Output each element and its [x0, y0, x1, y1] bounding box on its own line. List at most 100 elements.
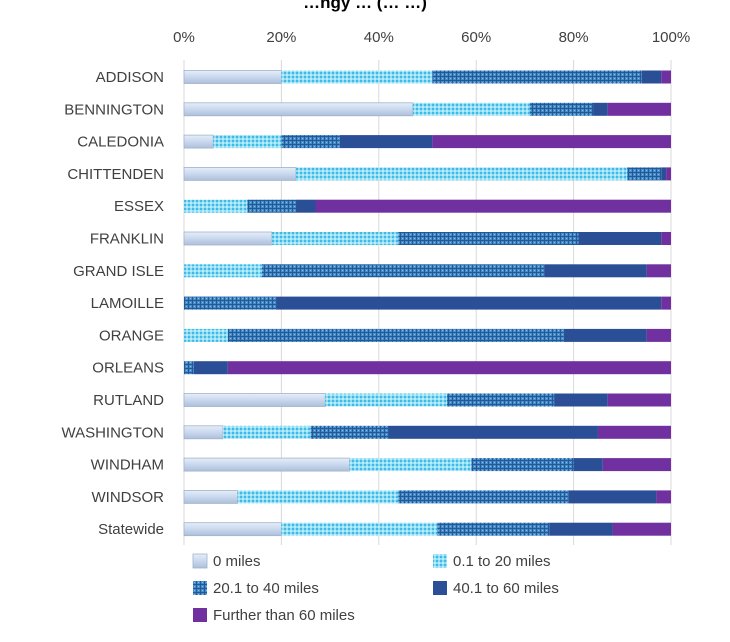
- bar-segment-essex-40-1-to-60-miles: [296, 199, 316, 213]
- bar-segment-chittenden-0-miles: [183, 166, 297, 181]
- bar-segment-bennington-0-miles: [183, 102, 414, 117]
- bar-segment-windham-20-1-to-40-miles: [471, 458, 574, 472]
- bar-segment-caledonia-further-than-60-miles: [432, 135, 671, 149]
- bar-segment-statewide-0-1-to-20-miles: [281, 522, 438, 536]
- bar-segment-grand-isle-0-1-to-20-miles: [184, 264, 262, 278]
- x-tick-label: 40%: [364, 29, 394, 46]
- bar-segment-grand-isle-20-1-to-40-miles: [261, 264, 545, 278]
- bar-segment-bennington-40-1-to-60-miles: [593, 102, 608, 116]
- category-label-rutland: RUTLAND: [93, 392, 164, 409]
- legend-swatch: [433, 581, 447, 595]
- chart-title: …ngy … (… …): [303, 0, 427, 12]
- category-label-franklin: FRANKLIN: [90, 231, 164, 248]
- bar-segment-grand-isle-further-than-60-miles: [646, 264, 671, 278]
- x-tick-label: 100%: [652, 29, 690, 46]
- bar-segment-caledonia-20-1-to-40-miles: [281, 135, 340, 149]
- bar-segment-essex-0-1-to-20-miles: [184, 199, 248, 213]
- bar-segment-rutland-40-1-to-60-miles: [554, 393, 608, 407]
- bar-segment-statewide-further-than-60-miles: [612, 522, 671, 536]
- bar-segment-orange-20-1-to-40-miles: [227, 328, 564, 342]
- bar-segment-caledonia-40-1-to-60-miles: [339, 135, 433, 149]
- x-tick-label: 80%: [559, 29, 589, 46]
- bar-segment-bennington-further-than-60-miles: [607, 102, 671, 116]
- legend-item-further-than-60-miles: Further than 60 miles: [193, 607, 355, 624]
- bar-segment-rutland-further-than-60-miles: [607, 393, 671, 407]
- category-label-essex: ESSEX: [114, 198, 164, 215]
- bar-segment-orleans-40-1-to-60-miles: [193, 361, 228, 375]
- bar-segment-essex-further-than-60-miles: [315, 199, 671, 213]
- bar-segment-addison-0-miles: [183, 70, 282, 84]
- category-label-addison: ADDISON: [96, 69, 164, 86]
- category-label-caledonia: CALEDONIA: [77, 134, 164, 151]
- bar-segment-addison-further-than-60-miles: [661, 70, 671, 84]
- legend-label: 0 miles: [213, 553, 261, 570]
- bar-segment-washington-0-1-to-20-miles: [222, 425, 311, 439]
- bar-segment-statewide-20-1-to-40-miles: [437, 522, 550, 536]
- category-label-windsor: WINDSOR: [92, 489, 165, 506]
- legend-item-0-miles: 0 miles: [192, 553, 261, 570]
- bar-segment-essex-20-1-to-40-miles: [247, 199, 297, 213]
- category-label-orleans: ORLEANS: [92, 360, 164, 377]
- x-tick-label: 60%: [461, 29, 491, 46]
- bar-segment-windham-40-1-to-60-miles: [573, 458, 603, 472]
- bar-segment-windsor-20-1-to-40-miles: [398, 490, 569, 504]
- legend-item-40-1-to-60-miles: 40.1 to 60 miles: [433, 580, 559, 597]
- bar-segment-franklin-further-than-60-miles: [661, 232, 671, 245]
- bar-segment-lamoille-40-1-to-60-miles: [276, 296, 662, 310]
- legend-swatch: [433, 554, 447, 568]
- bar-segment-orange-40-1-to-60-miles: [563, 328, 647, 342]
- bar-segment-franklin-0-miles: [183, 231, 273, 246]
- bar-segment-grand-isle-40-1-to-60-miles: [544, 264, 647, 278]
- bar-segment-chittenden-40-1-to-60-miles: [661, 167, 667, 181]
- category-label-statewide: Statewide: [98, 521, 164, 538]
- bar-segment-chittenden-0-1-to-20-miles: [296, 167, 628, 181]
- category-label-chittenden: CHITTENDEN: [67, 166, 164, 183]
- category-label-washington: WASHINGTON: [61, 424, 164, 441]
- bar-segment-windham-further-than-60-miles: [602, 458, 671, 472]
- bar-segment-windsor-further-than-60-miles: [656, 490, 671, 504]
- legend-swatch: [193, 608, 207, 622]
- legend-item-20-1-to-40-miles: 20.1 to 40 miles: [193, 580, 319, 597]
- category-label-lamoille: LAMOILLE: [91, 295, 164, 312]
- bar-segment-addison-20-1-to-40-miles: [432, 70, 642, 84]
- bar-segment-bennington-0-1-to-20-miles: [412, 102, 530, 116]
- x-tick-label: 20%: [266, 29, 296, 46]
- bar-segment-addison-0-1-to-20-miles: [281, 70, 433, 84]
- bar-segment-franklin-20-1-to-40-miles: [398, 232, 579, 245]
- bar-segment-rutland-0-miles: [183, 393, 326, 407]
- bar-segment-franklin-40-1-to-60-miles: [578, 232, 662, 245]
- bar-segment-washington-20-1-to-40-miles: [310, 425, 389, 439]
- category-label-windham: WINDHAM: [91, 457, 164, 474]
- legend-swatch: [193, 581, 207, 595]
- bar-segment-franklin-0-1-to-20-miles: [271, 232, 399, 245]
- bar-segment-orleans-20-1-to-40-miles: [184, 361, 194, 375]
- bar-segment-rutland-20-1-to-40-miles: [446, 393, 555, 407]
- category-label-grand-isle: GRAND ISLE: [73, 263, 164, 280]
- bar-segment-lamoille-20-1-to-40-miles: [184, 296, 277, 310]
- bar-segment-caledonia-0-miles: [183, 134, 214, 149]
- bar-segment-windham-0-1-to-20-miles: [349, 458, 472, 472]
- bar-segment-washington-0-miles: [183, 425, 224, 440]
- bar-segment-windsor-0-miles: [183, 489, 238, 504]
- category-label-orange: ORANGE: [99, 327, 164, 344]
- bar-segment-orange-0-1-to-20-miles: [184, 328, 228, 342]
- category-label-bennington: BENNINGTON: [64, 101, 164, 118]
- legend-label: 40.1 to 60 miles: [453, 580, 559, 597]
- bar-segment-lamoille-further-than-60-miles: [661, 296, 671, 310]
- legend-label: 20.1 to 40 miles: [213, 580, 319, 597]
- bar-segment-windsor-40-1-to-60-miles: [568, 490, 657, 504]
- bar-segment-statewide-40-1-to-60-miles: [549, 522, 613, 536]
- bar-segment-orleans-further-than-60-miles: [227, 361, 671, 375]
- bar-segment-chittenden-20-1-to-40-miles: [627, 167, 662, 181]
- legend-swatch: [192, 553, 208, 569]
- legend-label: 0.1 to 20 miles: [453, 553, 551, 570]
- bar-segment-bennington-20-1-to-40-miles: [529, 102, 594, 116]
- bar-segment-caledonia-0-1-to-20-miles: [213, 135, 282, 149]
- bar-segment-addison-40-1-to-60-miles: [641, 70, 662, 84]
- bar-segment-statewide-0-miles: [183, 522, 282, 537]
- bar-segment-washington-further-than-60-miles: [597, 425, 671, 439]
- bar-segment-windham-0-miles: [183, 457, 350, 472]
- legend-label: Further than 60 miles: [213, 607, 355, 624]
